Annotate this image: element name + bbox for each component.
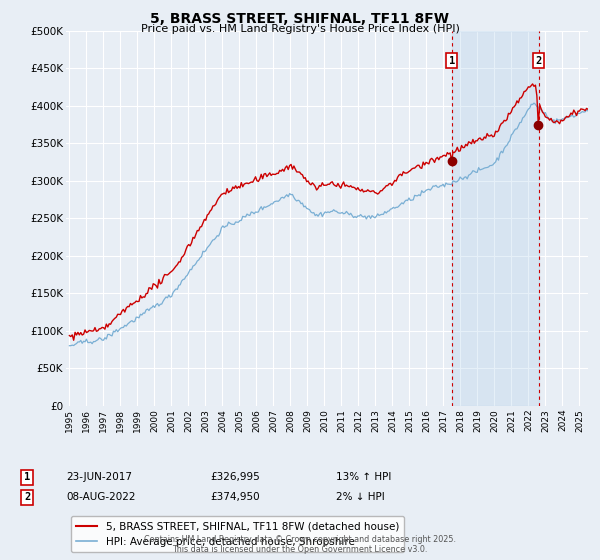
- Text: 2: 2: [536, 56, 542, 66]
- Text: 13% ↑ HPI: 13% ↑ HPI: [336, 472, 391, 482]
- Text: Price paid vs. HM Land Registry's House Price Index (HPI): Price paid vs. HM Land Registry's House …: [140, 24, 460, 34]
- Text: 1: 1: [24, 472, 30, 482]
- Text: £326,995: £326,995: [210, 472, 260, 482]
- Text: £374,950: £374,950: [210, 492, 260, 502]
- Text: Contains HM Land Registry data © Crown copyright and database right 2025.
This d: Contains HM Land Registry data © Crown c…: [144, 535, 456, 554]
- Text: 2: 2: [24, 492, 30, 502]
- Bar: [452, 31, 539, 406]
- Legend: 5, BRASS STREET, SHIFNAL, TF11 8FW (detached house), HPI: Average price, detache: 5, BRASS STREET, SHIFNAL, TF11 8FW (deta…: [71, 516, 404, 552]
- Text: 08-AUG-2022: 08-AUG-2022: [66, 492, 136, 502]
- Text: 5, BRASS STREET, SHIFNAL, TF11 8FW: 5, BRASS STREET, SHIFNAL, TF11 8FW: [151, 12, 449, 26]
- Text: 23-JUN-2017: 23-JUN-2017: [66, 472, 132, 482]
- Text: 1: 1: [449, 56, 455, 66]
- Text: 2% ↓ HPI: 2% ↓ HPI: [336, 492, 385, 502]
